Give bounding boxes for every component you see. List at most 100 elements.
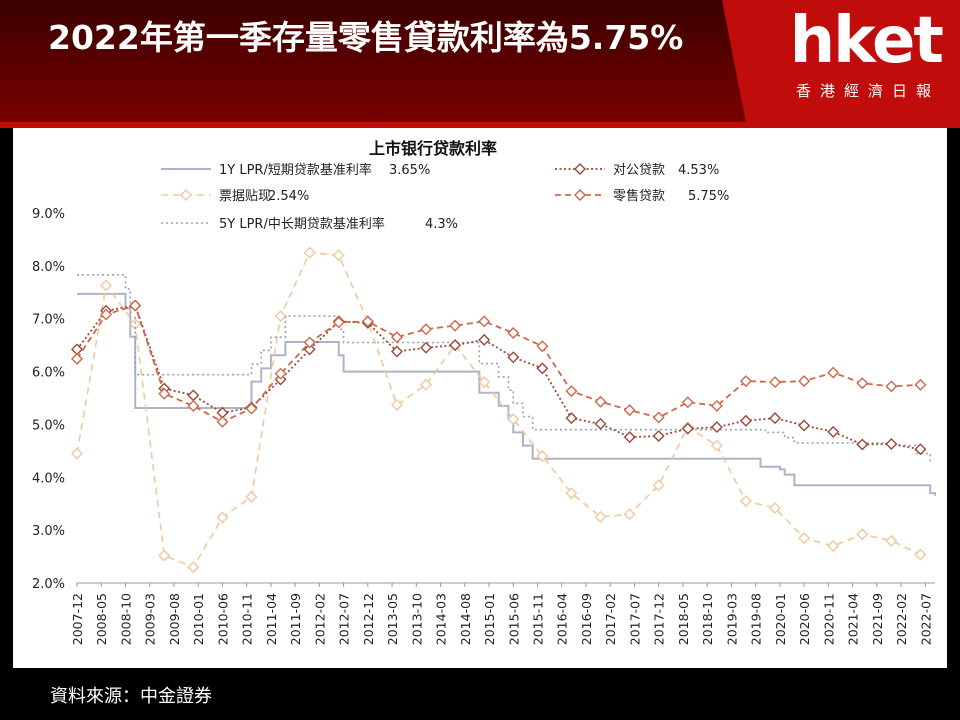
data-point xyxy=(420,341,433,354)
series-line-3 xyxy=(77,274,931,462)
x-tick-label: 2020-11 xyxy=(821,593,836,645)
x-tick-label: 2020-06 xyxy=(797,593,812,645)
data-point xyxy=(332,249,345,262)
y-tick-label: 2.0% xyxy=(32,577,65,592)
data-point xyxy=(914,443,927,456)
data-point xyxy=(798,419,811,432)
series-line-1 xyxy=(77,292,936,496)
legend-value: 4.3% xyxy=(425,217,458,232)
x-tick-label: 2022-02 xyxy=(894,593,909,645)
data-point xyxy=(478,333,491,346)
data-point xyxy=(739,495,752,508)
data-point xyxy=(565,487,578,500)
x-tick-label: 2015-01 xyxy=(482,593,497,645)
data-point xyxy=(216,415,229,428)
data-point xyxy=(798,532,811,545)
x-tick-label: 2016-09 xyxy=(579,593,594,645)
data-point xyxy=(158,549,171,562)
series-line-2 xyxy=(76,251,921,569)
chart-panel: 上市银行贷款利率 2.0% 3.0% 4.0% 5.0% 6.0% 7.0% 8.0% 9.0… xyxy=(13,128,947,668)
x-tick-label: 2020-01 xyxy=(773,593,788,645)
x-tick-label: 2010-01 xyxy=(191,593,206,645)
legend-value: 2.54% xyxy=(268,189,309,204)
logo-panel: hket 香港經濟日報 xyxy=(722,0,960,122)
data-point xyxy=(303,343,316,356)
x-tick-label: 2008-10 xyxy=(118,593,133,645)
data-point xyxy=(827,366,840,379)
legend-label: 1Y LPR/短期贷款基准利率 xyxy=(219,162,372,178)
x-tick-label: 2012-07 xyxy=(337,593,352,645)
legend-marker xyxy=(180,189,192,201)
data-point xyxy=(739,414,752,427)
divider xyxy=(0,122,960,128)
chart-title: 上市银行贷款利率 xyxy=(369,139,497,158)
data-point xyxy=(274,310,287,323)
data-point xyxy=(536,362,549,375)
data-point xyxy=(856,528,869,541)
data-point xyxy=(914,548,927,561)
data-point xyxy=(100,279,113,292)
data-point xyxy=(914,378,927,391)
y-tick-label: 9.0% xyxy=(32,207,65,222)
data-point xyxy=(420,378,433,391)
data-point xyxy=(565,385,578,398)
x-tick-label: 2017-02 xyxy=(603,593,618,645)
data-point xyxy=(478,376,491,389)
x-tick-label: 2010-06 xyxy=(215,593,230,645)
data-point xyxy=(623,404,636,417)
x-tick-label: 2019-08 xyxy=(749,593,764,645)
page-title: 2022年第一季存量零售貸款利率為5.75% xyxy=(48,18,684,57)
legend-marker xyxy=(574,189,586,201)
y-tick-label: 8.0% xyxy=(32,260,65,275)
x-tick-label: 2017-07 xyxy=(627,593,642,645)
data-point xyxy=(71,352,83,365)
data-point xyxy=(449,319,462,332)
x-tick-label: 2011-09 xyxy=(288,593,303,645)
x-tick-label: 2022-07 xyxy=(918,593,933,645)
data-point xyxy=(652,430,665,443)
data-point xyxy=(565,412,578,425)
x-tick-label: 2017-12 xyxy=(652,593,667,645)
data-point xyxy=(885,380,898,393)
data-point xyxy=(856,438,869,451)
data-point xyxy=(303,336,316,349)
data-point xyxy=(478,315,491,328)
data-point xyxy=(507,326,520,339)
x-tick-label: 2012-02 xyxy=(312,593,327,645)
data-point xyxy=(390,331,403,344)
data-point xyxy=(827,425,840,438)
source-note: 資料來源：中金證券 xyxy=(50,686,212,707)
legend-label: 票据贴现 xyxy=(219,189,271,204)
x-tick-label: 2018-05 xyxy=(676,593,691,645)
line-chart: 上市银行贷款利率 2.0% 3.0% 4.0% 5.0% 6.0% 7.0% 8.0% 9.0… xyxy=(32,139,936,645)
x-tick-label: 2008-05 xyxy=(94,593,109,645)
x-tick-label: 2013-05 xyxy=(385,593,400,645)
legend-label: 对公贷款 xyxy=(613,163,665,178)
data-point xyxy=(681,396,694,409)
legend-value: 3.65% xyxy=(389,163,430,178)
y-tick-label: 6.0% xyxy=(32,366,65,381)
series-line-5 xyxy=(76,304,921,423)
x-tick-label: 2016-04 xyxy=(555,593,570,645)
x-tick-label: 2012-12 xyxy=(361,593,376,645)
x-tick-label: 2021-09 xyxy=(870,593,885,645)
data-point xyxy=(245,490,258,503)
data-point xyxy=(216,511,229,524)
data-point xyxy=(739,375,752,388)
x-tick-label: 2014-03 xyxy=(434,593,449,645)
data-point xyxy=(158,387,171,400)
x-tick-label: 2021-04 xyxy=(846,593,861,645)
data-point xyxy=(681,422,694,435)
data-point xyxy=(623,508,636,521)
legend-label: 零售贷款 xyxy=(613,188,665,204)
data-point xyxy=(332,316,345,329)
data-point xyxy=(274,367,287,380)
data-point xyxy=(710,439,723,452)
data-point xyxy=(390,345,403,358)
legend-value: 4.53% xyxy=(678,163,719,178)
data-point xyxy=(623,431,636,444)
data-point xyxy=(361,315,374,328)
x-tick-label: 2007-12 xyxy=(70,593,85,645)
x-tick-label: 2014-08 xyxy=(458,593,473,645)
data-point xyxy=(449,339,462,352)
